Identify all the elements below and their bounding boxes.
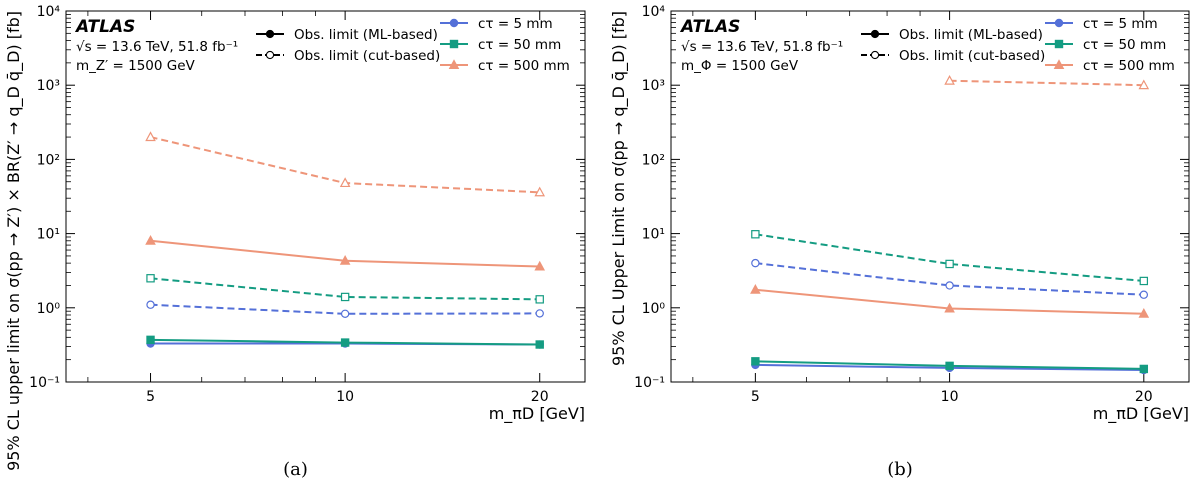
mass-label: m_Φ = 1500 GeV xyxy=(681,58,799,74)
data-point xyxy=(944,302,955,313)
y-tick-label: 10¹ xyxy=(642,227,665,243)
data-point xyxy=(146,274,155,283)
panel-caption: (a) xyxy=(283,459,308,480)
y-tick-label: 10¹ xyxy=(37,227,60,243)
experiment-label: ATLAS xyxy=(679,17,740,37)
x-tick-label: 5 xyxy=(751,389,760,405)
data-point xyxy=(944,74,955,85)
data-point xyxy=(339,177,351,188)
y-tick-label: 10³ xyxy=(642,78,665,94)
legend-color-label: cτ = 5 mm xyxy=(478,16,553,32)
data-point xyxy=(1138,308,1150,318)
x-axis-label: m_πD [GeV] xyxy=(489,404,585,424)
data-point xyxy=(534,186,546,197)
x-tick-label: 10 xyxy=(336,389,354,405)
x-tick-label: 20 xyxy=(1135,389,1153,405)
data-point xyxy=(145,235,156,245)
series-line xyxy=(150,303,540,315)
data-point xyxy=(534,260,546,271)
data-point xyxy=(750,284,761,294)
data-point xyxy=(535,340,544,349)
legend-color-label: cτ = 5 mm xyxy=(1083,16,1158,32)
data-point xyxy=(1139,364,1149,374)
legend-color-label: cτ = 50 mm xyxy=(1083,37,1166,53)
y-axis-label: 95% CL upper limit on σ(pp → Z′) × BR(Z′… xyxy=(4,11,24,471)
y-tick-label: 10⁰ xyxy=(37,301,61,317)
panel-a: 10⁻¹ 10⁰ 10¹ 10² 10³ 10⁴ 5 10 20m_πD [GeV] 95% CL… xyxy=(4,4,586,480)
data-point xyxy=(535,309,544,318)
plot-frame xyxy=(65,10,586,383)
panel-caption: (b) xyxy=(887,459,913,480)
legend-color-marker xyxy=(1054,18,1064,28)
y-tick-label: 10³ xyxy=(37,78,60,94)
y-tick-label: 10² xyxy=(37,152,60,168)
x-axis-label: m_πD [GeV] xyxy=(1093,404,1189,424)
legend-color-marker xyxy=(448,59,460,70)
legend-style-marker xyxy=(265,29,275,39)
data-point xyxy=(1139,290,1149,299)
data-point xyxy=(340,309,350,319)
energy-lumi-label: √s = 13.6 TeV, 51.8 fb⁻¹ xyxy=(681,39,843,55)
data-point xyxy=(340,292,350,302)
data-point xyxy=(1139,276,1149,286)
data-point xyxy=(945,259,954,269)
data-point xyxy=(751,357,760,366)
x-tick-label: 5 xyxy=(146,389,155,405)
energy-lumi-label: √s = 13.6 TeV, 51.8 fb⁻¹ xyxy=(76,39,238,55)
data-point xyxy=(1138,79,1150,90)
legend-color-marker xyxy=(449,39,459,49)
x-tick-label: 10 xyxy=(941,389,959,405)
y-tick-label: 10⁴ xyxy=(37,4,61,20)
data-point xyxy=(945,361,954,371)
legend-style-label: Obs. limit (ML-based) xyxy=(294,27,438,43)
y-tick-label: 10⁴ xyxy=(642,4,666,20)
legend-color-label: cτ = 500 mm xyxy=(478,58,570,74)
legend-color-marker xyxy=(449,18,459,28)
legend-style-marker xyxy=(265,50,275,60)
mass-label: m_Z′ = 1500 GeV xyxy=(76,58,196,74)
legend-color-marker xyxy=(1053,59,1065,70)
x-tick-label: 20 xyxy=(531,389,549,405)
y-tick-label: 10⁻¹ xyxy=(29,375,60,391)
legend-style-marker xyxy=(870,29,880,39)
data-point xyxy=(945,281,954,290)
experiment-label: ATLAS xyxy=(74,17,135,37)
series-line xyxy=(755,262,1144,296)
legend-color-label: cτ = 50 mm xyxy=(478,37,561,53)
legend-style-marker xyxy=(870,50,880,60)
y-tick-label: 10⁻¹ xyxy=(634,375,665,391)
data-point xyxy=(145,131,156,142)
data-point xyxy=(146,335,155,345)
panel-b: 10⁻¹ 10⁰ 10¹ 10² 10³ 10⁴ 5 10 20m_πD [GeV] 95% CL… xyxy=(609,4,1190,480)
legend-color-label: cτ = 500 mm xyxy=(1083,58,1175,74)
series-line xyxy=(755,233,1144,282)
y-axis-label: 95% CL Upper Limit on σ(pp → q_D q̄_D) [… xyxy=(609,11,629,366)
data-point xyxy=(751,230,760,239)
data-point xyxy=(340,338,350,347)
legend-color-marker xyxy=(1054,39,1064,49)
y-tick-label: 10⁰ xyxy=(642,301,666,317)
data-point xyxy=(535,295,544,304)
series-line xyxy=(150,277,540,301)
legend-style-label: Obs. limit (cut-based) xyxy=(899,48,1045,64)
data-point xyxy=(339,255,351,265)
y-tick-label: 10² xyxy=(642,152,665,168)
data-point xyxy=(146,300,155,309)
data-point xyxy=(751,258,760,268)
legend-style-label: Obs. limit (cut-based) xyxy=(294,48,440,64)
legend-style-label: Obs. limit (ML-based) xyxy=(899,27,1043,43)
plot-frame xyxy=(670,10,1190,383)
series-line xyxy=(949,79,1144,87)
